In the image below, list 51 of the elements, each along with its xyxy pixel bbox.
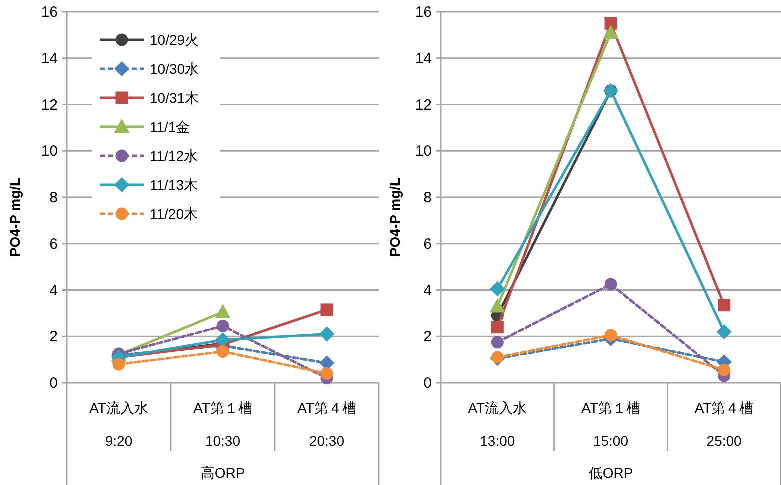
y-tick-label: 6 (424, 236, 432, 253)
y-tick-label: 4 (424, 282, 432, 300)
legend-label: 11/1金 (150, 119, 190, 135)
x-axis-title: 低ORP (588, 465, 634, 481)
y-tick-label: 8 (424, 190, 432, 206)
point (320, 304, 334, 316)
y-tick-label: 6 (50, 236, 58, 253)
y-tick-label: 2 (50, 328, 58, 346)
y-tick-label: 10 (415, 143, 432, 160)
y-tick-label: 10 (41, 143, 58, 160)
y-tick-label: 2 (424, 328, 432, 346)
point (604, 329, 618, 342)
point (717, 324, 732, 340)
category-label: AT第１槽 15:00 (582, 400, 640, 449)
legend-label: 11/20木 (150, 206, 198, 222)
y-axis-title: PO4-P mg/L (7, 178, 23, 258)
point (320, 327, 334, 342)
point (216, 320, 230, 332)
y-tick-label: 0 (424, 375, 432, 392)
category-label: AT流入水 13:00 (468, 400, 528, 449)
category-label: AT流入水 9:20 (90, 400, 148, 449)
y-axis-title: PO4-P mg/L (387, 178, 403, 258)
y-tick-label: 12 (415, 96, 432, 114)
point (216, 332, 230, 348)
point (320, 367, 334, 380)
legend-label: 10/29火 (150, 32, 200, 48)
point (491, 321, 504, 334)
legend-label: 11/13木 (150, 177, 198, 193)
point (718, 364, 731, 376)
point (490, 282, 505, 296)
x-axis-title: 高ORP (200, 465, 246, 481)
y-tick-label: 0 (50, 375, 58, 392)
y-tick-label: 4 (50, 282, 58, 300)
legend-label: 10/31木 (150, 90, 200, 106)
point (491, 336, 504, 349)
point (604, 278, 618, 291)
point (216, 345, 230, 358)
y-tick-label: 8 (50, 190, 58, 206)
category-label: AT第４槽 25:00 (694, 400, 754, 449)
point (718, 299, 731, 312)
y-tick-label: 16 (415, 4, 432, 21)
category-label: AT第４槽 20:30 (298, 400, 356, 449)
point (112, 358, 126, 371)
y-tick-label: 16 (41, 4, 58, 21)
category-label: AT第１槽 10:30 (194, 400, 252, 449)
legend-label: 10/30水 (150, 61, 200, 77)
y-tick-label: 14 (41, 50, 58, 68)
y-tick-label: 14 (415, 50, 432, 68)
y-tick-label: 12 (41, 96, 58, 114)
point (491, 351, 504, 364)
legend-label: 11/12水 (150, 148, 198, 164)
